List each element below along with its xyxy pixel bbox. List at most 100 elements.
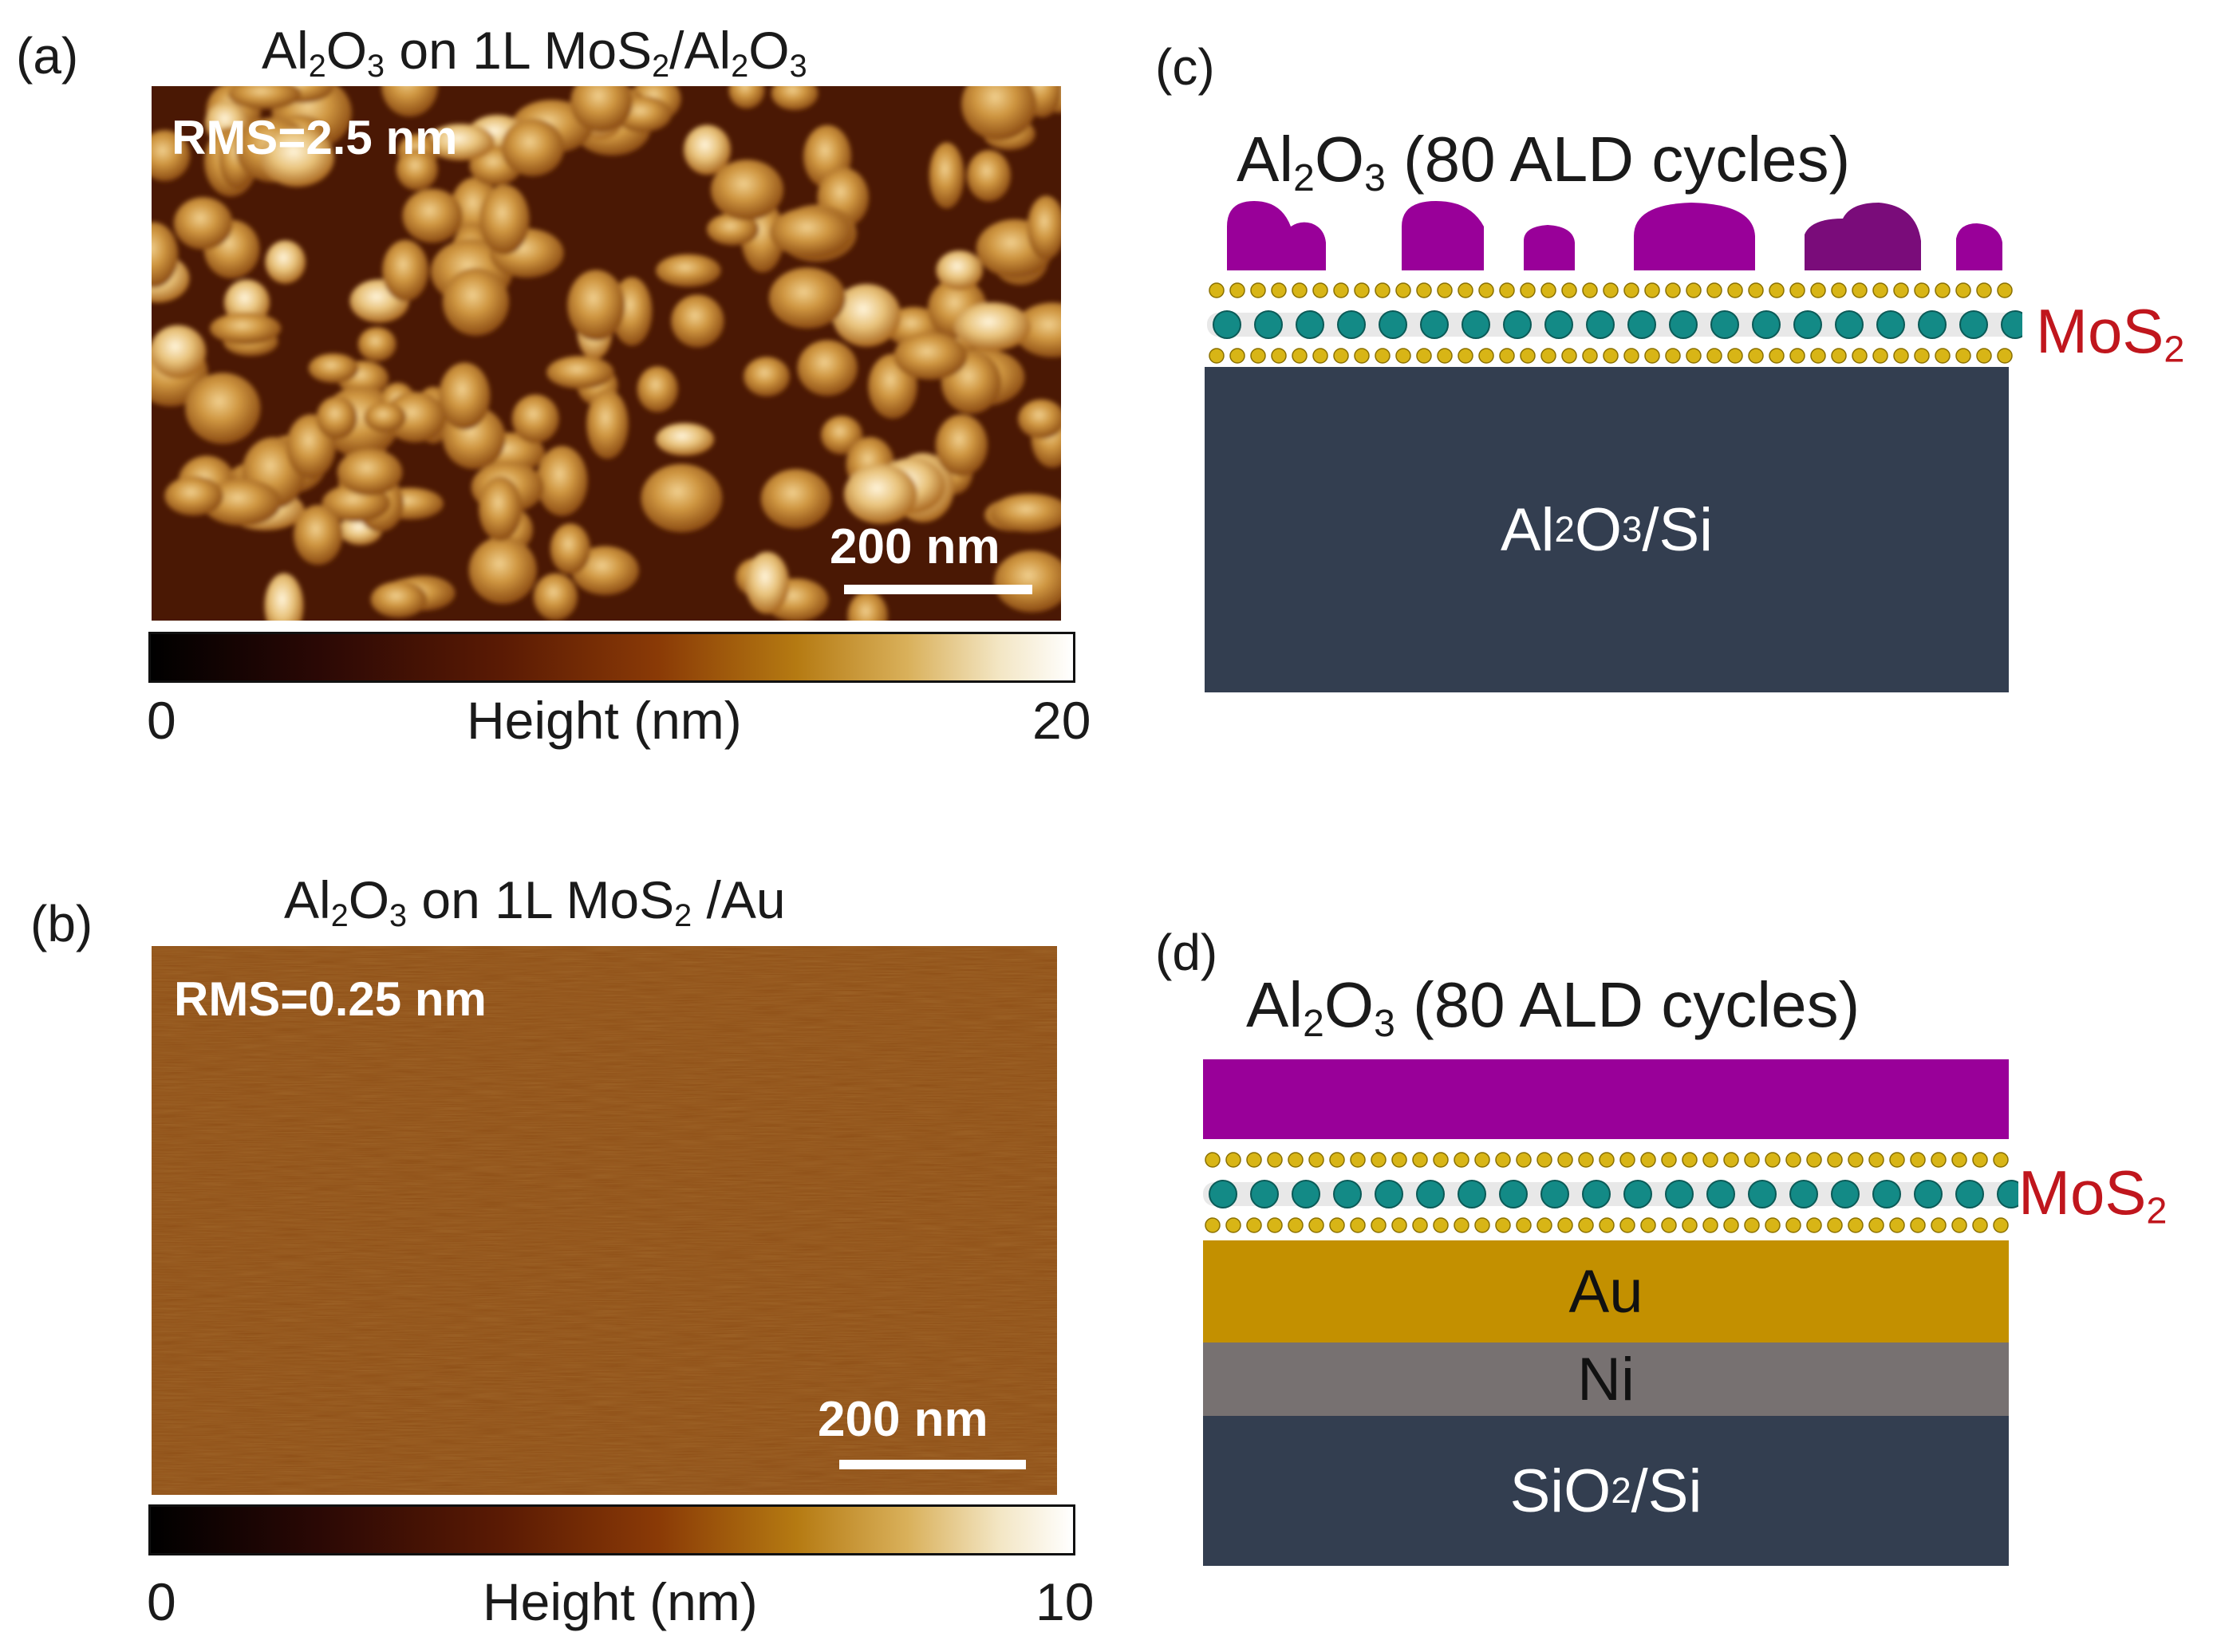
afm-grain [546,356,614,389]
s-atom [1540,348,1556,364]
afm-rough-texture [152,86,1061,621]
s-atom [1831,282,1847,298]
s-atom [1433,1152,1449,1168]
afm-grain [745,551,790,614]
mo-atom [1333,1180,1362,1208]
s-atom [1582,348,1598,364]
s-atom [1350,1217,1366,1233]
s-atom [1914,282,1930,298]
s-atom [1972,1152,1988,1168]
s-atom [1561,348,1577,364]
panel-d-substrate: SiO 2/Si [1203,1416,2009,1566]
mo-atom [1586,310,1615,339]
afm-grain [641,463,723,533]
afm-grain [935,414,988,476]
afm-grain [655,423,715,456]
s-atom [1437,348,1453,364]
panel-b-rms: RMS=0.25 nm [174,972,487,1026]
panel-d-mos2-label: MoS2 [2018,1157,2168,1232]
s-atom [1848,1152,1864,1168]
s-atom [1810,348,1826,364]
mo-atom [1789,1180,1818,1208]
s-atom [1931,1217,1947,1233]
s-atom [1727,282,1743,298]
afm-grain [994,550,1061,613]
afm-grain [152,130,191,182]
s-atom [1935,348,1951,364]
afm-grain [843,464,917,524]
afm-grain [821,416,863,455]
s-atom [1972,1217,1988,1233]
s-atom [1229,282,1245,298]
s-atom [1748,282,1764,298]
afm-grain [316,396,357,440]
s-atom [1292,348,1308,364]
s-atom [1395,282,1411,298]
afm-grain [990,493,1061,533]
afm-grain [439,362,491,430]
s-atom [1682,1217,1698,1233]
s-atom [1495,1217,1511,1233]
s-atom [1520,348,1536,364]
s-atom [1827,1217,1843,1233]
s-atom [1727,348,1743,364]
s-atom [1371,1152,1387,1168]
s-atom [1682,1152,1698,1168]
afm-grain [533,573,578,621]
afm-grain [442,268,510,336]
s-atom [1375,348,1391,364]
s-atom [1329,1217,1345,1233]
s-atom [1661,1152,1677,1168]
mo-atom [1997,1180,2018,1208]
s-atom [1852,348,1868,364]
afm-grain [152,325,207,379]
s-atom [1416,348,1432,364]
afm-grain [210,312,282,345]
afm-grain [260,128,335,187]
afm-grain [370,581,428,618]
s-atom [1640,1217,1656,1233]
afm-grain [710,160,784,221]
mo-atom [1420,310,1449,339]
afm-grain [893,332,968,380]
s-atom [1665,348,1681,364]
s-atom [1931,1152,1947,1168]
s-atom [1848,1217,1864,1233]
s-atom [1723,1152,1739,1168]
afm-grain [570,86,633,132]
al2o3-island [1634,203,1755,270]
mo-atom [1254,310,1283,339]
mo-atom [1337,310,1366,339]
s-atom [1250,348,1266,364]
s-atom [1395,348,1411,364]
s-atom [1205,1152,1221,1168]
afm-grain [479,184,530,255]
mo-atom [1379,310,1407,339]
afm-grain [847,591,889,621]
s-atom [1993,1217,2009,1233]
s-atom [1997,282,2013,298]
s-atom [1495,1152,1511,1168]
panel-d-au-layer: Au [1203,1240,2009,1342]
mo-atom [1627,310,1656,339]
s-atom [1478,282,1494,298]
panel-b-cbar-label: Height (nm) [483,1572,758,1631]
panel-c-mos2-label: MoS2 [2036,296,2185,370]
s-atom [1474,1217,1490,1233]
s-atom [1889,1217,1905,1233]
afm-grain [656,254,721,287]
afm-grain [357,327,396,362]
panel-b-cbar-max: 10 [1035,1572,1095,1631]
s-atom [1412,1152,1428,1168]
al2o3-island [1956,223,2002,270]
afm-grain [832,283,901,347]
s-atom [1288,1217,1304,1233]
mo-atom [2001,310,2022,339]
mo-atom [1831,1180,1860,1208]
mo-atom [1748,1180,1777,1208]
s-atom [1454,1152,1469,1168]
panel-b-scale-bar [839,1460,1026,1469]
afm-grain [586,389,629,459]
afm-grain [954,302,1031,351]
s-atom [1744,1217,1760,1233]
